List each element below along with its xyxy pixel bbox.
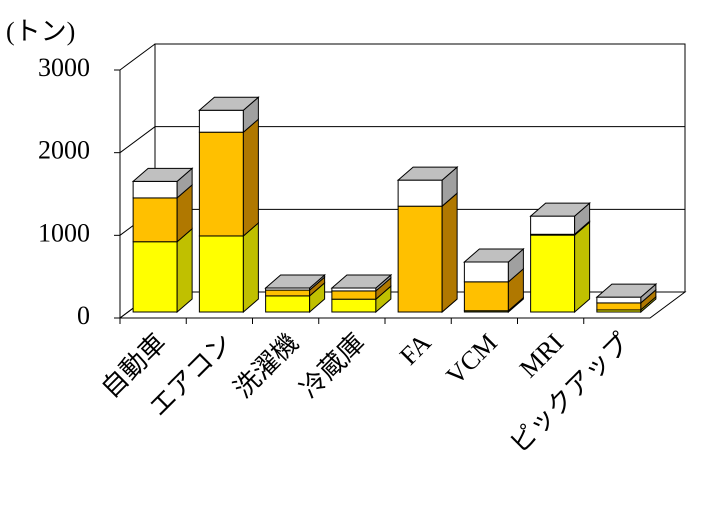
x-tick-label: VCM: [440, 328, 502, 390]
bar-top: [595, 283, 658, 298]
bar: [132, 197, 178, 243]
bar-top: [264, 274, 326, 289]
bar-top: [463, 248, 525, 263]
grid-line: [119, 126, 156, 154]
x-tick-label: FA: [394, 328, 437, 371]
bar-side: [574, 221, 591, 314]
bar-side: [441, 192, 458, 314]
bar: [132, 180, 178, 199]
bar-top: [396, 166, 459, 181]
bar: [132, 241, 178, 313]
x-tick-label: ピックアップ: [505, 328, 636, 459]
bar-side: [242, 221, 259, 314]
y-tick-label: 2000: [38, 136, 90, 165]
bar: [530, 215, 576, 235]
bar: [198, 235, 244, 313]
bar: [463, 261, 509, 283]
bar: [397, 179, 443, 207]
bar-top: [330, 274, 393, 289]
x-tick-label: MRI: [514, 328, 569, 383]
x-tick-label: 洗濯機: [228, 328, 304, 404]
bar: [198, 131, 244, 237]
y-tick-label: 0: [77, 301, 90, 330]
bar-side: [242, 118, 259, 238]
bar-top: [131, 167, 194, 182]
y-tick-label: 3000: [38, 53, 90, 82]
chart-title: (トン): [6, 17, 75, 46]
x-tick-label: 冷蔵庫: [295, 328, 371, 404]
bar: [265, 289, 311, 297]
y-tick-label: 1000: [38, 218, 90, 247]
bar-top: [198, 96, 260, 111]
bar: [596, 302, 642, 311]
bar-side: [176, 227, 193, 314]
bar: [463, 281, 509, 312]
grid-line: [119, 43, 156, 71]
bar: [198, 109, 244, 133]
bar: [331, 298, 377, 313]
bar: [596, 296, 642, 304]
bar-top: [529, 202, 591, 217]
bar: [265, 295, 311, 313]
bar: [331, 290, 377, 300]
bar: [530, 234, 576, 313]
bar: [397, 205, 443, 313]
